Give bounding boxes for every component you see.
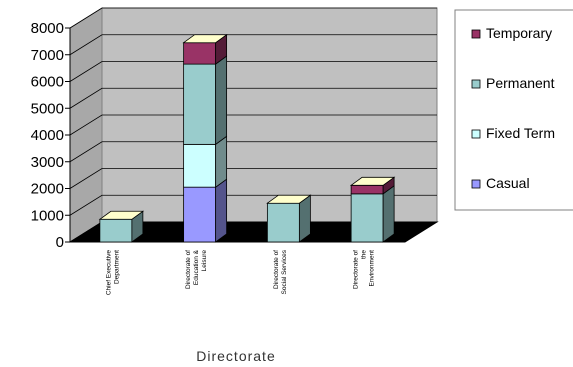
x-category-label-line: Environment [369, 250, 376, 287]
gridline [69, 34, 437, 56]
legend-label: Temporary [486, 25, 552, 41]
y-tick-label: 2000 [31, 181, 64, 198]
legend-item: Casual [471, 175, 530, 191]
legend-item: Permanent [471, 75, 555, 91]
legend-swatch [471, 129, 481, 139]
x-category-label-line: Chief Executive [105, 250, 112, 296]
legend: Temporary Permanent Fixed Term Casual [454, 9, 573, 211]
legend-item: Temporary [471, 25, 552, 41]
gridline [69, 168, 437, 189]
bar-top-face [98, 210, 145, 220]
x-category-label-line: the [361, 250, 368, 259]
x-category-label-line: Department [113, 250, 120, 284]
legend-box [454, 9, 573, 211]
gridline [69, 141, 437, 163]
bar-top-face [349, 176, 396, 186]
gridline [69, 61, 437, 82]
x-category-label: Directorate of Social Services [273, 249, 288, 294]
legend-item: Fixed Term [471, 125, 555, 141]
y-tick-label: 7000 [31, 47, 64, 64]
y-tick-label: 4000 [31, 127, 64, 144]
y-tick-label: 6000 [31, 74, 64, 91]
gridline [69, 114, 437, 136]
legend-swatch [471, 79, 481, 89]
bars [98, 33, 396, 243]
bar-segment [183, 178, 228, 243]
y-axis-tick-labels: 0 1000 2000 3000 4000 5000 6000 7000 8000 [31, 20, 70, 251]
legend-swatch [471, 179, 481, 189]
x-axis-category-labels: Chief Executive Department Directorate of E… [105, 249, 375, 295]
bar-segment [183, 55, 228, 146]
x-category-label: Directorate of the Environment [353, 250, 376, 289]
legend-label: Fixed Term [486, 125, 555, 141]
y-tick-label: 8000 [31, 20, 64, 37]
bar-segment [99, 210, 144, 243]
x-category-label-line: Leisure [201, 250, 208, 272]
gridline [69, 87, 437, 109]
legend-label: Casual [486, 175, 530, 191]
x-category-label-line: Directorate of [273, 250, 280, 289]
x-category-label-line: Education & [193, 249, 200, 285]
bar-top-face [266, 194, 312, 204]
x-category-label-line: Directorate of [353, 250, 360, 289]
y-tick-label: 1000 [31, 207, 64, 224]
x-axis-title: Directorate [196, 348, 275, 364]
legend-swatch [471, 29, 481, 39]
x-category-label-line: Social Services [281, 249, 288, 294]
y-tick-label: 0 [56, 234, 64, 251]
y-tick-label: 5000 [31, 100, 64, 117]
bar-segment [350, 185, 395, 243]
x-category-label: Chief Executive Department [105, 250, 120, 296]
y-tick-label: 3000 [31, 154, 64, 171]
gridline [69, 194, 437, 216]
legend-label: Permanent [486, 75, 555, 91]
x-category-label-line: Directorate of [185, 250, 192, 289]
gridline [69, 7, 437, 29]
x-category-label: Directorate of Education & Leisure [185, 249, 208, 289]
bar-segment [183, 135, 228, 188]
bar-top-face [182, 34, 228, 44]
